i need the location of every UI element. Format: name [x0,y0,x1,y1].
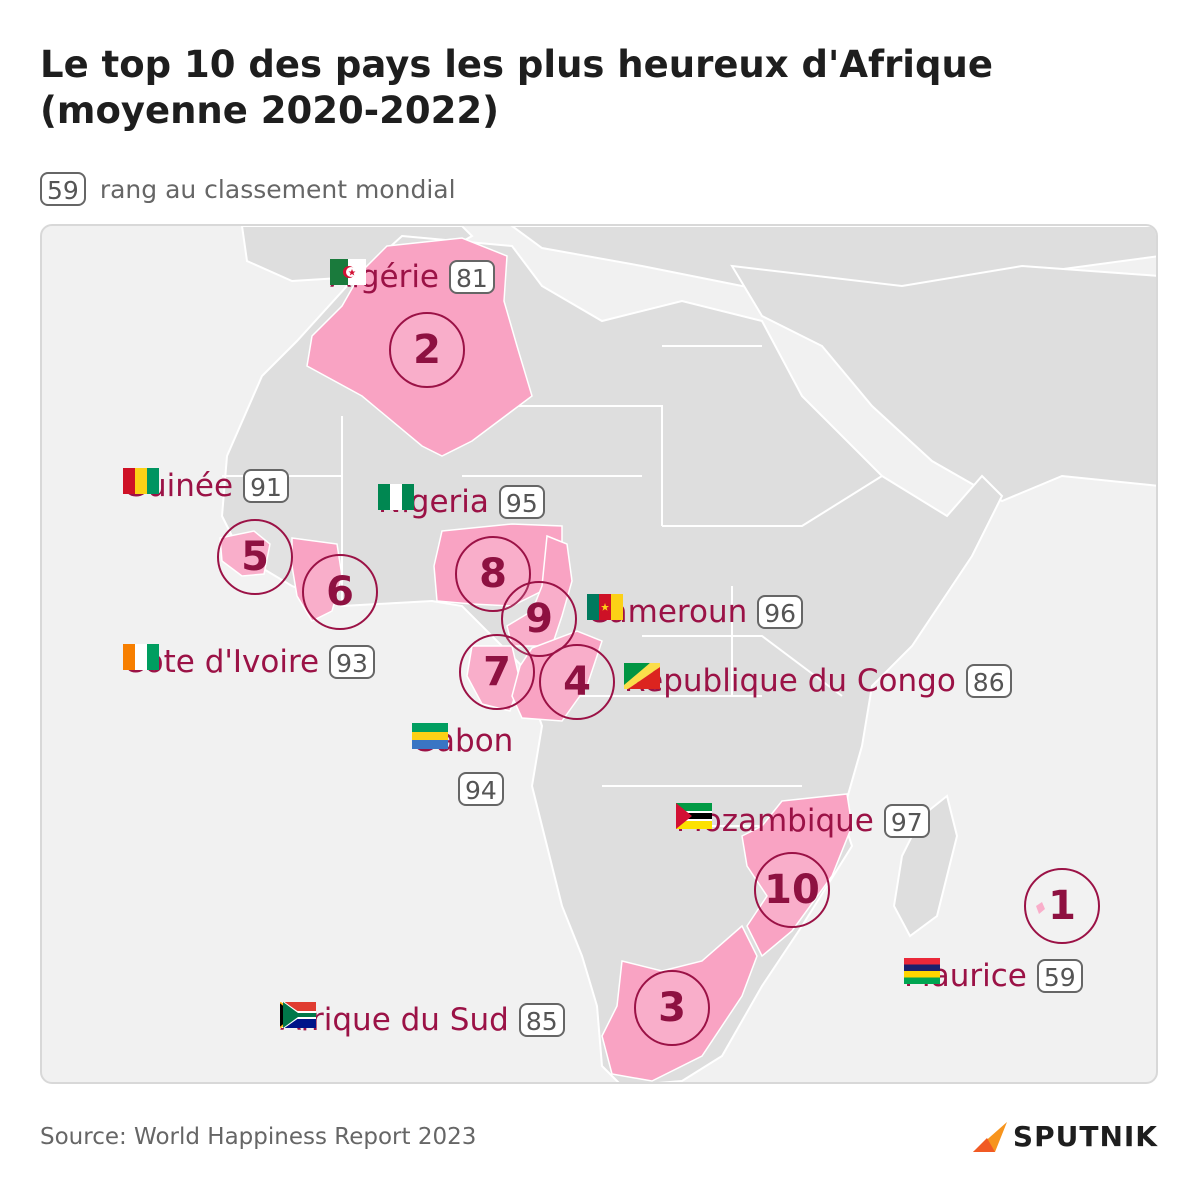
label-cameroun: Cameroun 96 [587,594,804,630]
gabon-flag-icon [412,723,448,749]
country-name: Afrique du Sud [280,1002,509,1038]
label-afrique-sud: Afrique du Sud 85 [280,1002,565,1038]
world-rank-badge: 59 [1036,959,1083,993]
world-rank-badge: 97 [883,804,930,838]
middle-east-land [730,264,1156,503]
madagascar-land [892,794,959,938]
country-name: République du Congo [624,663,956,699]
legend: 59 rang au classement mondial [40,168,456,210]
congo-flag-icon [624,663,660,689]
label-maurice: Maurice 59 [904,958,1083,994]
africa-map: 2 5 8 9 6 4 7 10 1 3 Algérie 81 Guinée 9… [40,224,1158,1084]
legend-text: rang au classement mondial [99,174,456,204]
world-rank-badge: 93 [329,645,375,679]
algeria-flag-icon [330,259,366,285]
world-rank-badge: 81 [449,260,495,294]
label-congo: République du Congo 86 [624,663,1012,699]
label-guinee: Guinée 91 [123,468,289,504]
label-mozambique: Mozambique 97 [676,803,930,839]
nigeria-flag-icon [378,484,414,510]
legend-rank-box: 59 [40,172,86,206]
brand-name: SPUTNIK [1012,1120,1158,1153]
brand-logo: SPUTNIK [972,1120,1158,1153]
rank-circle-gabon: 7 [459,634,535,710]
cameroon-flag-icon [587,594,623,620]
ivory-coast-flag-icon [123,644,159,670]
source-note: Source: World Happiness Report 2023 [40,1124,477,1150]
label-nigeria: Nigeria 95 [378,484,545,520]
south-africa-flag-icon [280,1002,316,1028]
rank-circle-maurice: 1 [1024,868,1100,944]
rank-circle-afrique-sud: 3 [634,970,710,1046]
label-algerie: Algérie 81 [330,259,495,295]
rank-circle-algerie: 2 [389,312,465,388]
sputnik-logo-icon [972,1121,1007,1152]
rank-circle-cote-ivoire: 6 [302,554,378,630]
rank-circle-mozambique: 10 [754,852,830,928]
page-title: Le top 10 des pays les plus heureux d'Af… [40,43,993,132]
label-cote-ivoire: Côte d'Ivoire 93 [123,644,375,680]
world-rank-badge: 95 [498,485,545,519]
world-rank-badge: 91 [243,469,289,503]
mauritius-flag-icon [904,958,940,984]
rank-circle-congo: 4 [539,644,615,720]
guinea-flag-icon [123,468,159,494]
rank-circle-guinee: 5 [217,519,293,595]
mozambique-flag-icon [676,803,712,829]
world-rank-badge: 86 [965,664,1012,698]
label-gabon: Gabon [412,723,523,759]
world-rank-badge-gabon: 94 [458,772,504,806]
world-rank-badge: 96 [757,595,804,629]
world-rank-badge: 85 [518,1003,565,1037]
